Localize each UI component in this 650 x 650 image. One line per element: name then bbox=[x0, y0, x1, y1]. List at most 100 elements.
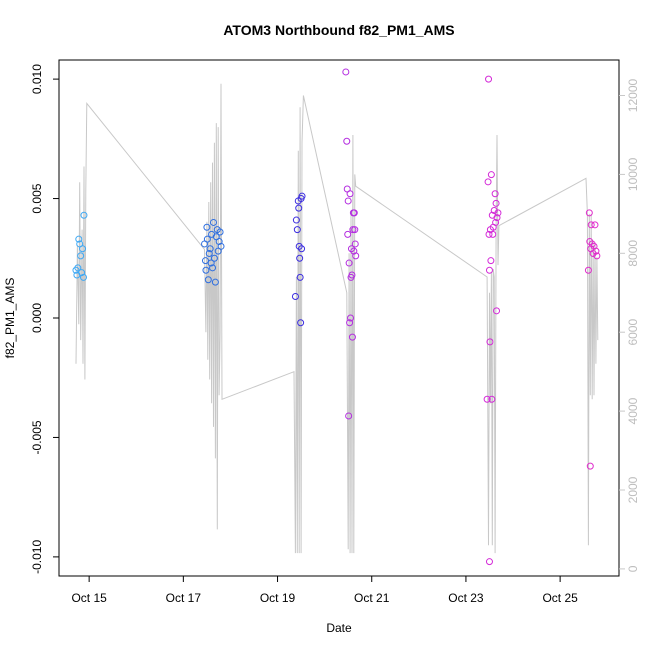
data-point bbox=[485, 266, 493, 274]
altitude-line bbox=[75, 83, 599, 554]
data-point bbox=[209, 264, 217, 272]
y2-tick-label: 2000 bbox=[626, 476, 640, 503]
data-point bbox=[343, 137, 351, 145]
x-tick-label: Oct 21 bbox=[354, 591, 390, 605]
data-point bbox=[342, 68, 350, 76]
data-point bbox=[202, 266, 210, 274]
data-point bbox=[494, 209, 502, 217]
data-point bbox=[205, 250, 213, 257]
data-point bbox=[201, 257, 209, 265]
x-tick-label: Oct 19 bbox=[260, 591, 296, 605]
data-point bbox=[209, 218, 217, 226]
data-point bbox=[487, 257, 495, 265]
data-point bbox=[493, 214, 501, 222]
data-point bbox=[80, 211, 88, 219]
x-tick-label: Oct 15 bbox=[71, 591, 107, 605]
data-point bbox=[586, 238, 594, 246]
data-point bbox=[491, 190, 499, 198]
data-point bbox=[207, 259, 215, 267]
data-point bbox=[488, 395, 496, 403]
data-point bbox=[75, 235, 83, 243]
y-tick-label: -0.005 bbox=[30, 420, 44, 454]
data-point bbox=[483, 395, 491, 403]
data-point bbox=[216, 228, 224, 236]
y2-tick-label: 8000 bbox=[626, 240, 640, 267]
data-point bbox=[298, 192, 306, 200]
data-point bbox=[78, 269, 86, 277]
data-point bbox=[77, 252, 85, 260]
x-axis-label: Date bbox=[326, 621, 352, 635]
data-point bbox=[346, 319, 354, 327]
chart-title: ATOM3 Northbound f82_PM1_AMS bbox=[223, 22, 454, 38]
data-point bbox=[485, 230, 493, 238]
y2-tick-label: 4000 bbox=[626, 397, 640, 424]
data-point bbox=[206, 245, 214, 253]
data-point bbox=[348, 333, 356, 341]
data-point bbox=[74, 264, 82, 272]
data-point bbox=[489, 230, 497, 238]
data-point bbox=[492, 199, 500, 207]
data-point bbox=[203, 223, 211, 231]
data-point bbox=[215, 238, 223, 246]
data-point bbox=[345, 259, 353, 267]
data-point bbox=[349, 226, 357, 234]
data-point bbox=[292, 216, 300, 224]
data-point bbox=[346, 190, 354, 198]
y-tick-label: 0.000 bbox=[30, 303, 44, 333]
x-tick-label: Oct 25 bbox=[542, 591, 578, 605]
data-point bbox=[592, 247, 600, 255]
x-tick-label: Oct 23 bbox=[448, 591, 484, 605]
data-point bbox=[295, 204, 303, 212]
x-tick-label: Oct 17 bbox=[166, 591, 202, 605]
data-point bbox=[347, 245, 355, 253]
data-point bbox=[352, 252, 360, 260]
y-tick-label: -0.010 bbox=[30, 540, 44, 574]
axes: Oct 15 Oct 17 Oct 19 Oct 21 Oct 23 Oct 25 -0.0… bbox=[30, 64, 640, 605]
data-point bbox=[345, 412, 353, 420]
data-point bbox=[210, 254, 218, 262]
y2-tick-label: 0 bbox=[626, 565, 640, 572]
data-point bbox=[297, 319, 305, 327]
data-point bbox=[296, 273, 304, 281]
data-point bbox=[493, 307, 501, 315]
data-point bbox=[295, 242, 303, 250]
data-point bbox=[344, 197, 352, 205]
y-tick-label: 0.005 bbox=[30, 183, 44, 213]
data-point bbox=[293, 226, 301, 234]
data-point bbox=[350, 247, 358, 255]
data-point bbox=[204, 276, 212, 284]
data-point bbox=[584, 266, 592, 274]
data-point bbox=[586, 462, 594, 470]
y2-tick-label: 12000 bbox=[626, 78, 640, 112]
plot-area bbox=[72, 68, 601, 566]
data-point bbox=[217, 242, 225, 250]
data-point bbox=[79, 245, 87, 253]
y2-tick-label: 10000 bbox=[626, 157, 640, 191]
data-point bbox=[203, 235, 211, 243]
data-point bbox=[485, 75, 493, 83]
y2-tick-label: 6000 bbox=[626, 319, 640, 346]
data-point bbox=[347, 314, 355, 322]
data-point bbox=[593, 252, 601, 260]
data-point bbox=[344, 230, 352, 238]
data-point bbox=[591, 221, 599, 229]
data-point bbox=[351, 226, 359, 234]
plot-frame bbox=[58, 59, 620, 577]
data-point bbox=[291, 293, 299, 300]
data-point bbox=[487, 171, 495, 179]
data-point bbox=[211, 278, 219, 286]
data-point bbox=[484, 178, 492, 186]
data-point bbox=[298, 245, 306, 253]
data-point bbox=[348, 271, 356, 279]
data-point bbox=[587, 221, 595, 229]
data-point bbox=[79, 273, 87, 281]
data-point bbox=[492, 218, 500, 226]
y-tick-label: 0.010 bbox=[30, 64, 44, 94]
y-axis-label: f82_PM1_AMS bbox=[3, 278, 17, 359]
data-point bbox=[350, 209, 358, 217]
data-point bbox=[486, 338, 494, 346]
data-point bbox=[590, 242, 598, 250]
data-point bbox=[351, 240, 359, 248]
data-point bbox=[296, 254, 304, 262]
